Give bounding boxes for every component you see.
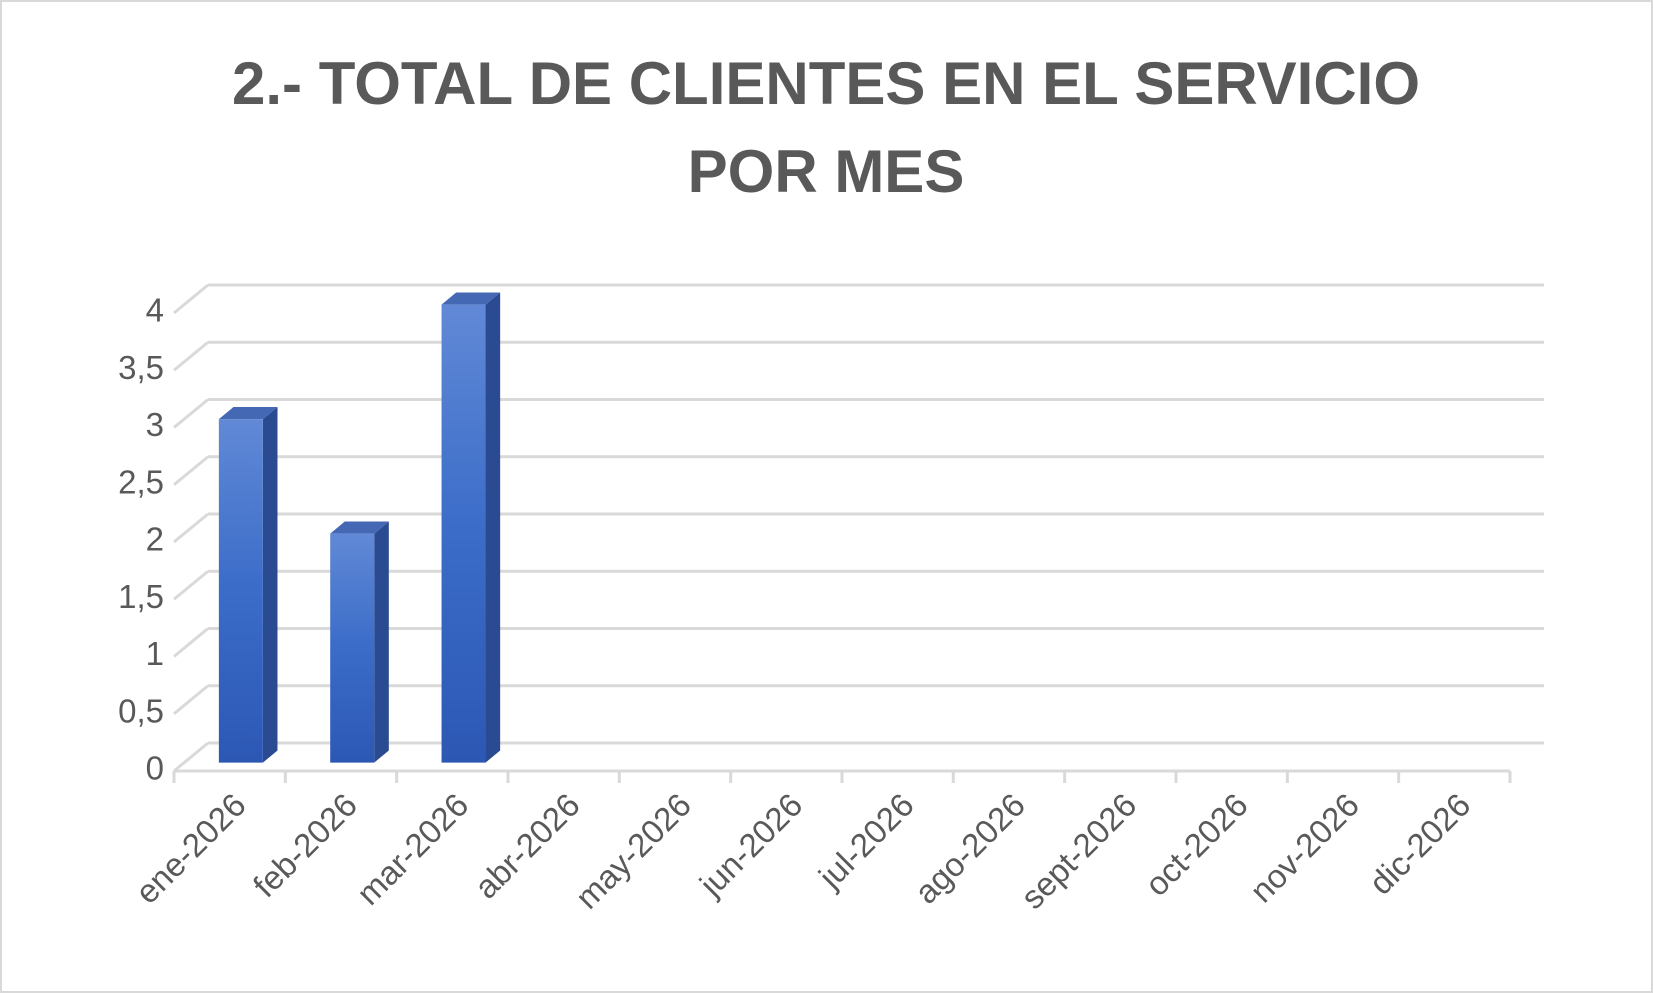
y-tick-label: 0,5 <box>118 692 164 729</box>
bar <box>330 533 375 763</box>
grid-side <box>173 512 209 544</box>
y-tick-label: 3,5 <box>118 349 164 386</box>
y-tick-label: 0 <box>146 750 164 787</box>
bar <box>441 304 486 763</box>
y-tick-label: 4 <box>146 292 164 329</box>
bar-side <box>485 292 501 763</box>
grid-side <box>173 455 209 486</box>
bar-top <box>330 521 389 534</box>
bar-top <box>218 407 278 420</box>
grid-side <box>173 283 209 315</box>
grid-side <box>173 341 209 372</box>
y-tick-label: 1 <box>146 635 164 672</box>
y-tick-label: 2 <box>146 521 164 558</box>
grid-side <box>173 741 209 773</box>
y-tick-label: 3 <box>146 406 164 443</box>
grid-side <box>173 398 209 429</box>
y-tick-label: 2,5 <box>118 463 164 500</box>
bar-top <box>441 292 501 305</box>
chart-title: 2.- TOTAL DE CLIENTES EN EL SERVICIO POR… <box>232 50 1420 205</box>
y-tick-label: 1,5 <box>118 578 164 615</box>
bar <box>218 419 263 763</box>
grid-side <box>173 627 209 658</box>
grid-side <box>173 570 209 601</box>
grid-side <box>173 684 209 715</box>
bar-side <box>374 521 389 763</box>
bar-side <box>262 407 278 763</box>
